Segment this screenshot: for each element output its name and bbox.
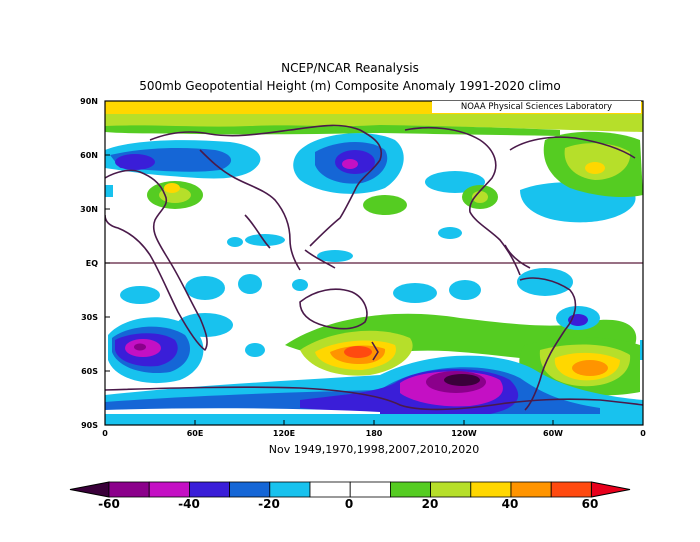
colorbar — [69, 481, 631, 498]
colorbar-under-triangle — [69, 481, 110, 498]
colorbar-swatch — [229, 481, 271, 498]
lat-label-30n: 30N — [80, 205, 98, 214]
lon-label-0: 0 — [102, 429, 108, 438]
lon-label-120e: 120E — [272, 429, 296, 438]
chart-subtitle: 500mb Geopotential Height (m) Composite … — [139, 79, 561, 93]
colorbar-label-neg60: -60 — [98, 497, 120, 511]
lat-label-60n: 60N — [80, 151, 98, 160]
axis-ticks — [105, 154, 554, 425]
colorbar-label-40: 40 — [501, 497, 519, 511]
colorbar-swatch — [349, 481, 391, 498]
colorbar-swatch — [108, 481, 150, 498]
lat-label-30s: 30S — [81, 313, 98, 322]
lon-label-60w: 60W — [543, 429, 563, 438]
colorbar-swatch — [470, 481, 512, 498]
coastlines — [105, 124, 643, 411]
colorbar-label-neg40: -40 — [178, 497, 200, 511]
lat-label-90n: 90N — [80, 97, 98, 106]
colorbar-label-neg20: -20 — [258, 497, 280, 511]
lon-label-120w: 120W — [451, 429, 477, 438]
lon-label-60e: 60E — [186, 429, 204, 438]
credit-label: NOAA Physical Sciences Laboratory — [432, 101, 641, 113]
colorbar-swatch — [309, 481, 351, 498]
lat-label-60s: 60S — [81, 367, 98, 376]
composite-caption: Nov 1949,1970,1998,2007,2010,2020 — [268, 443, 480, 456]
colorbar-swatch — [148, 481, 190, 498]
lon-label-0-east: 0 — [640, 429, 646, 438]
colorbar-label-0: 0 — [344, 497, 354, 511]
colorbar-swatch — [550, 481, 592, 498]
colorbar-over-triangle — [590, 481, 631, 498]
colorbar-swatch — [269, 481, 311, 498]
anomaly-fields — [105, 101, 643, 425]
lat-label-eq: EQ — [85, 259, 98, 268]
colorbar-swatch — [389, 481, 431, 498]
colorbar-label-20: 20 — [421, 497, 439, 511]
lat-label-90s: 90S — [81, 421, 98, 430]
colorbar-swatch — [510, 481, 552, 498]
colorbar-swatch — [430, 481, 472, 498]
chart-title: NCEP/NCAR Reanalysis — [281, 61, 419, 75]
lon-label-180: 180 — [365, 429, 383, 438]
colorbar-label-60: 60 — [581, 497, 599, 511]
colorbar-swatch — [188, 481, 230, 498]
